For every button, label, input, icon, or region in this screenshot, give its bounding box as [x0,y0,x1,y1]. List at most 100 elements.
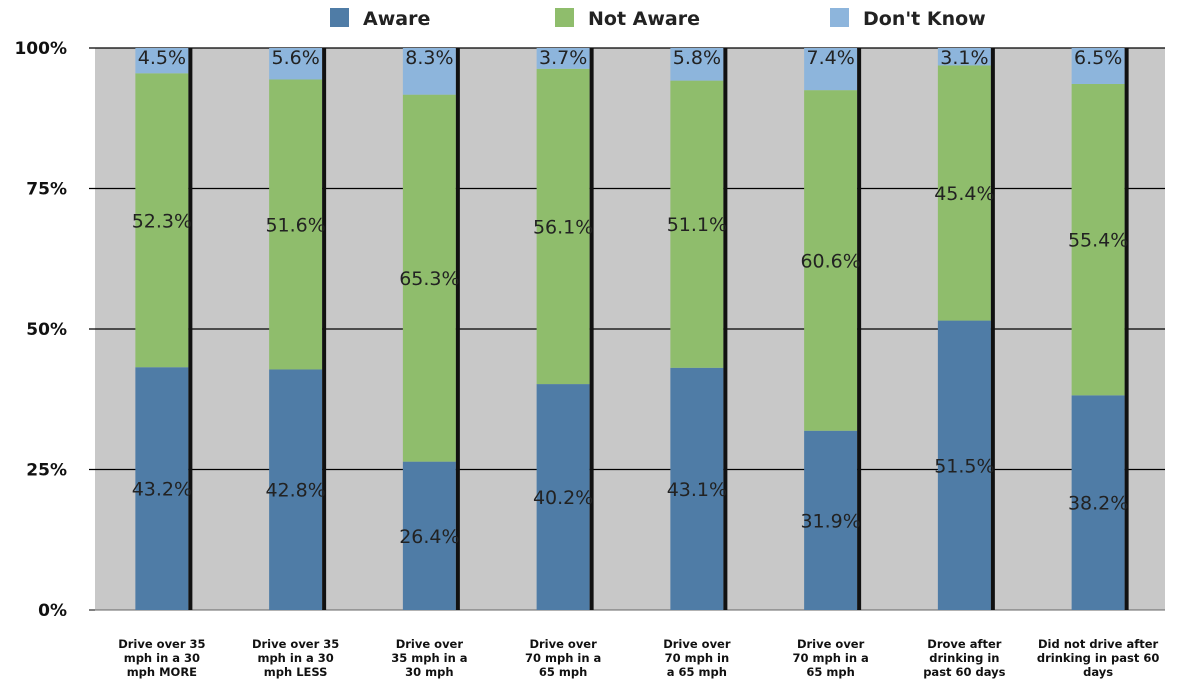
bar-segment-dont-know [135,48,189,74]
x-category-label: Drive over 70 mph in a 65 mph [525,637,601,679]
data-label-aware: 43.1% [667,479,727,501]
x-category-label-line: Drive over 35 [118,637,205,651]
data-label-dont-know: 3.7% [539,47,587,69]
x-category-label-line: 70 mph in a [792,651,868,665]
x-category-label-line: drinking in past 60 [1037,651,1160,665]
data-label-aware: 31.9% [800,510,860,532]
x-category-label-line: a 65 mph [667,665,727,679]
y-tick-label: 75% [26,180,67,200]
bar-edge-shadow [322,48,327,610]
bar-edge-shadow [857,48,862,610]
bar-segment-not-aware [1071,83,1125,396]
bar-segment-dont-know [937,48,991,66]
data-label-not-aware: 56.1% [533,216,593,238]
x-category-label-line: Drive over [529,637,597,651]
data-label-aware: 51.5% [934,455,994,477]
bar-segment-dont-know [804,48,858,91]
bar-segment-not-aware [536,68,590,385]
x-category-label-line: Drive over [797,637,865,651]
data-label-aware: 38.2% [1068,493,1128,515]
x-category-label-line: mph in a 30 [124,651,200,665]
x-category-label-line: drinking in [929,651,999,665]
data-label-aware: 42.8% [265,480,325,502]
x-category-label: Drove after drinking in past 60 days [923,637,1005,679]
x-category-label: Drive over 35 mph in a 30 mph LESS [252,637,339,679]
legend-swatch-dont-know [830,8,849,27]
data-label-dont-know: 8.3% [405,47,453,69]
bars [135,48,1129,610]
x-category-label: Drive over 70 mph in a 65 mph [663,637,731,679]
x-category-label: Drive over 35 mph in a 30 mph [391,637,467,679]
legend-label-not-aware: Not Aware [588,8,700,30]
y-tick-label: 25% [26,461,67,481]
data-label-dont-know: 6.5% [1074,47,1122,69]
data-label-dont-know: 3.1% [940,47,988,69]
data-label-aware: 43.2% [132,479,192,501]
data-label-not-aware: 60.6% [800,250,860,272]
bar-segment-not-aware [269,79,323,370]
bar-segment-dont-know [670,48,724,81]
legend: Aware Not Aware Don't Know [330,8,986,30]
data-label-not-aware: 45.4% [934,183,994,205]
x-category-label: Did not drive after drinking in past 60 da… [1037,637,1160,679]
x-category-label: Drive over 35 mph in a 30 mph MORE [118,637,205,679]
x-category-label-line: 70 mph in [665,651,730,665]
data-label-not-aware: 51.6% [265,214,325,236]
x-category-label-line: mph MORE [127,665,197,679]
y-tick-label: 50% [26,320,67,340]
x-category-label-line: Did not drive after [1038,637,1159,651]
legend-label-dont-know: Don't Know [863,8,986,30]
data-label-aware: 26.4% [399,526,459,548]
bar-segment-dont-know [402,48,456,95]
data-label-not-aware: 51.1% [667,214,727,236]
data-label-dont-know: 5.8% [673,47,721,69]
x-category-label-line: past 60 days [923,665,1005,679]
bar-segment-aware [269,369,323,610]
x-category-label-line: 70 mph in a [525,651,601,665]
x-category-label-line: 65 mph [806,665,854,679]
bar-segment-not-aware [402,94,456,462]
y-tick-label: 100% [14,39,67,59]
bar-segment-aware [804,430,858,610]
y-axis-ticks: 0% 25% 50% 75% 100% [14,39,67,621]
x-category-label-line: Drive over [396,637,464,651]
x-category-label-line: Drove after [927,637,1001,651]
bar-segment-dont-know [269,48,323,80]
bar-edge-shadow [188,48,193,610]
bar-segment-aware [536,384,590,610]
bar-edge-shadow [589,48,594,610]
bar-segment-dont-know [1071,48,1125,84]
x-category-label-line: mph in a 30 [257,651,333,665]
bar-segment-dont-know [536,48,590,69]
bar-segment-aware [402,461,456,610]
x-category-label-line: 30 mph [405,665,453,679]
y-tick-label: 0% [38,601,67,621]
bar-segment-not-aware [135,73,189,368]
x-category-label-line: Drive over [663,637,731,651]
legend-swatch-aware [330,8,349,27]
x-category-label-line: days [1083,665,1113,679]
data-label-dont-know: 4.5% [138,47,186,69]
bar-segment-not-aware [937,65,991,321]
data-label-not-aware: 65.3% [399,268,459,290]
bar-segment-aware [135,367,189,610]
bar-segment-aware [670,367,724,610]
data-labels: 43.2% 52.3% 4.5% 42.8% 51.6% 5.6% 26.4% 65.3% 8.… [132,47,1129,548]
bar-segment-not-aware [804,90,858,431]
data-label-dont-know: 7.4% [806,47,854,69]
x-category-label-line: Drive over 35 [252,637,339,651]
x-category-label: Drive over 70 mph in a 65 mph [792,637,868,679]
legend-swatch-not-aware [555,8,574,27]
x-category-label-line: mph LESS [264,665,328,679]
x-category-label-line: 65 mph [539,665,587,679]
bar-edge-shadow [990,48,995,610]
bar-edge-shadow [455,48,460,610]
bar-edge-shadow [723,48,728,610]
bar-segment-not-aware [670,80,724,368]
bar-edge-shadow [1124,48,1129,610]
bar-segment-aware [937,320,991,610]
data-label-aware: 40.2% [533,487,593,509]
bar-segment-aware [1071,395,1125,610]
